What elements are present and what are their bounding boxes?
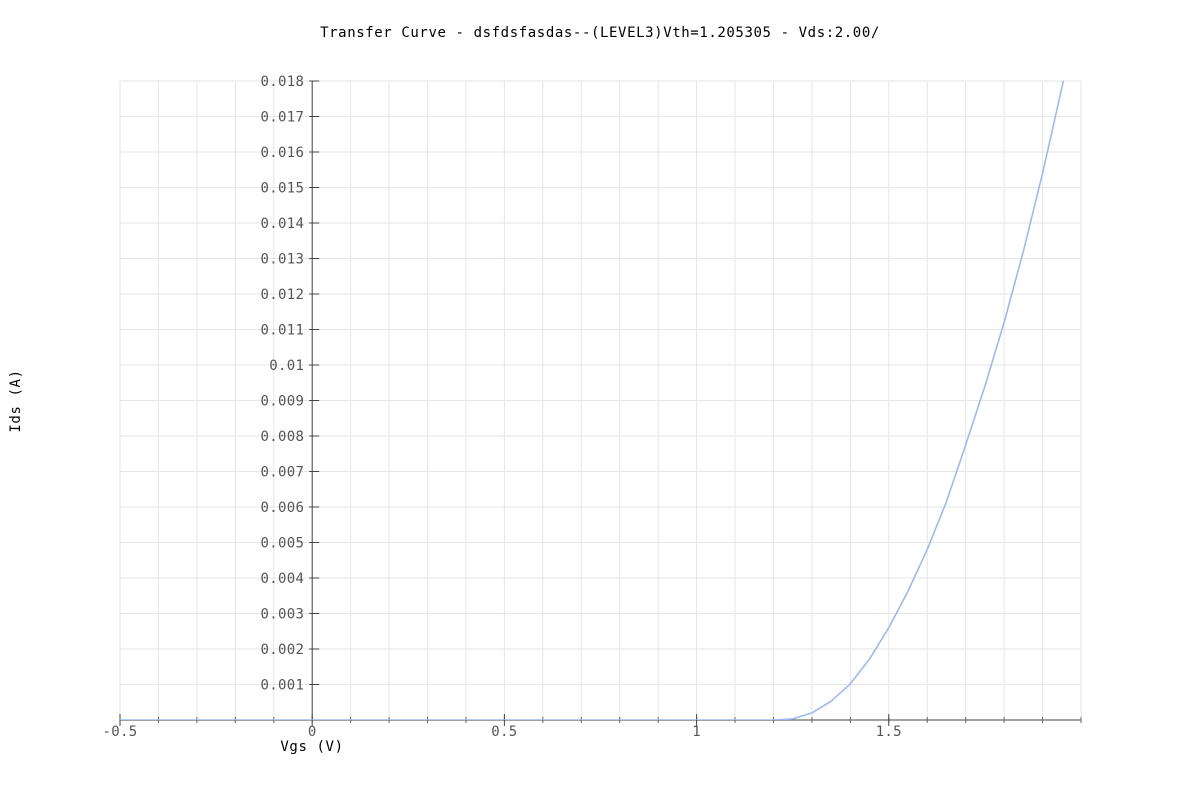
y-tick-label: 0.018	[261, 74, 305, 90]
y-tick-label: 0.004	[261, 571, 305, 587]
y-tick-label: 0.017	[261, 110, 305, 126]
y-tick-label: 0.016	[261, 145, 305, 161]
y-tick-label: 0.005	[261, 536, 305, 552]
y-tick-label: 0.008	[261, 429, 305, 445]
x-axis-label: Vgs (V)	[280, 739, 343, 755]
plot-area	[120, 81, 1065, 720]
chart-title: Transfer Curve - dsfdsfasdas--(LEVEL3)Vt…	[320, 25, 880, 41]
y-axis-label: Ids (A)	[8, 369, 24, 432]
x-tick-label: 1.5	[876, 724, 902, 740]
y-tick-label: 0.015	[261, 181, 305, 197]
y-tick-label: 0.01	[269, 358, 304, 374]
x-tick-label: 0	[308, 724, 317, 740]
x-tick-label: 0.5	[491, 724, 517, 740]
y-tick-label: 0.014	[261, 216, 305, 232]
tick-labels: 0.001 0.002 0.003 0.004 0.005 0.006 0.007 0.008…	[103, 74, 902, 740]
series-line-0	[120, 81, 1065, 720]
y-tick-label: 0.001	[261, 678, 305, 694]
y-tick-label: 0.011	[261, 323, 305, 339]
y-tick-label: 0.006	[261, 500, 305, 516]
y-tick-label: 0.002	[261, 642, 305, 658]
y-tick-label: 0.013	[261, 252, 305, 268]
y-tick-label: 0.003	[261, 607, 305, 623]
x-tick-label: 1	[692, 724, 701, 740]
y-tick-label: 0.012	[261, 287, 305, 303]
y-tick-label: 0.007	[261, 465, 305, 481]
y-tick-label: 0.009	[261, 394, 305, 410]
x-tick-label: -0.5	[103, 724, 138, 740]
